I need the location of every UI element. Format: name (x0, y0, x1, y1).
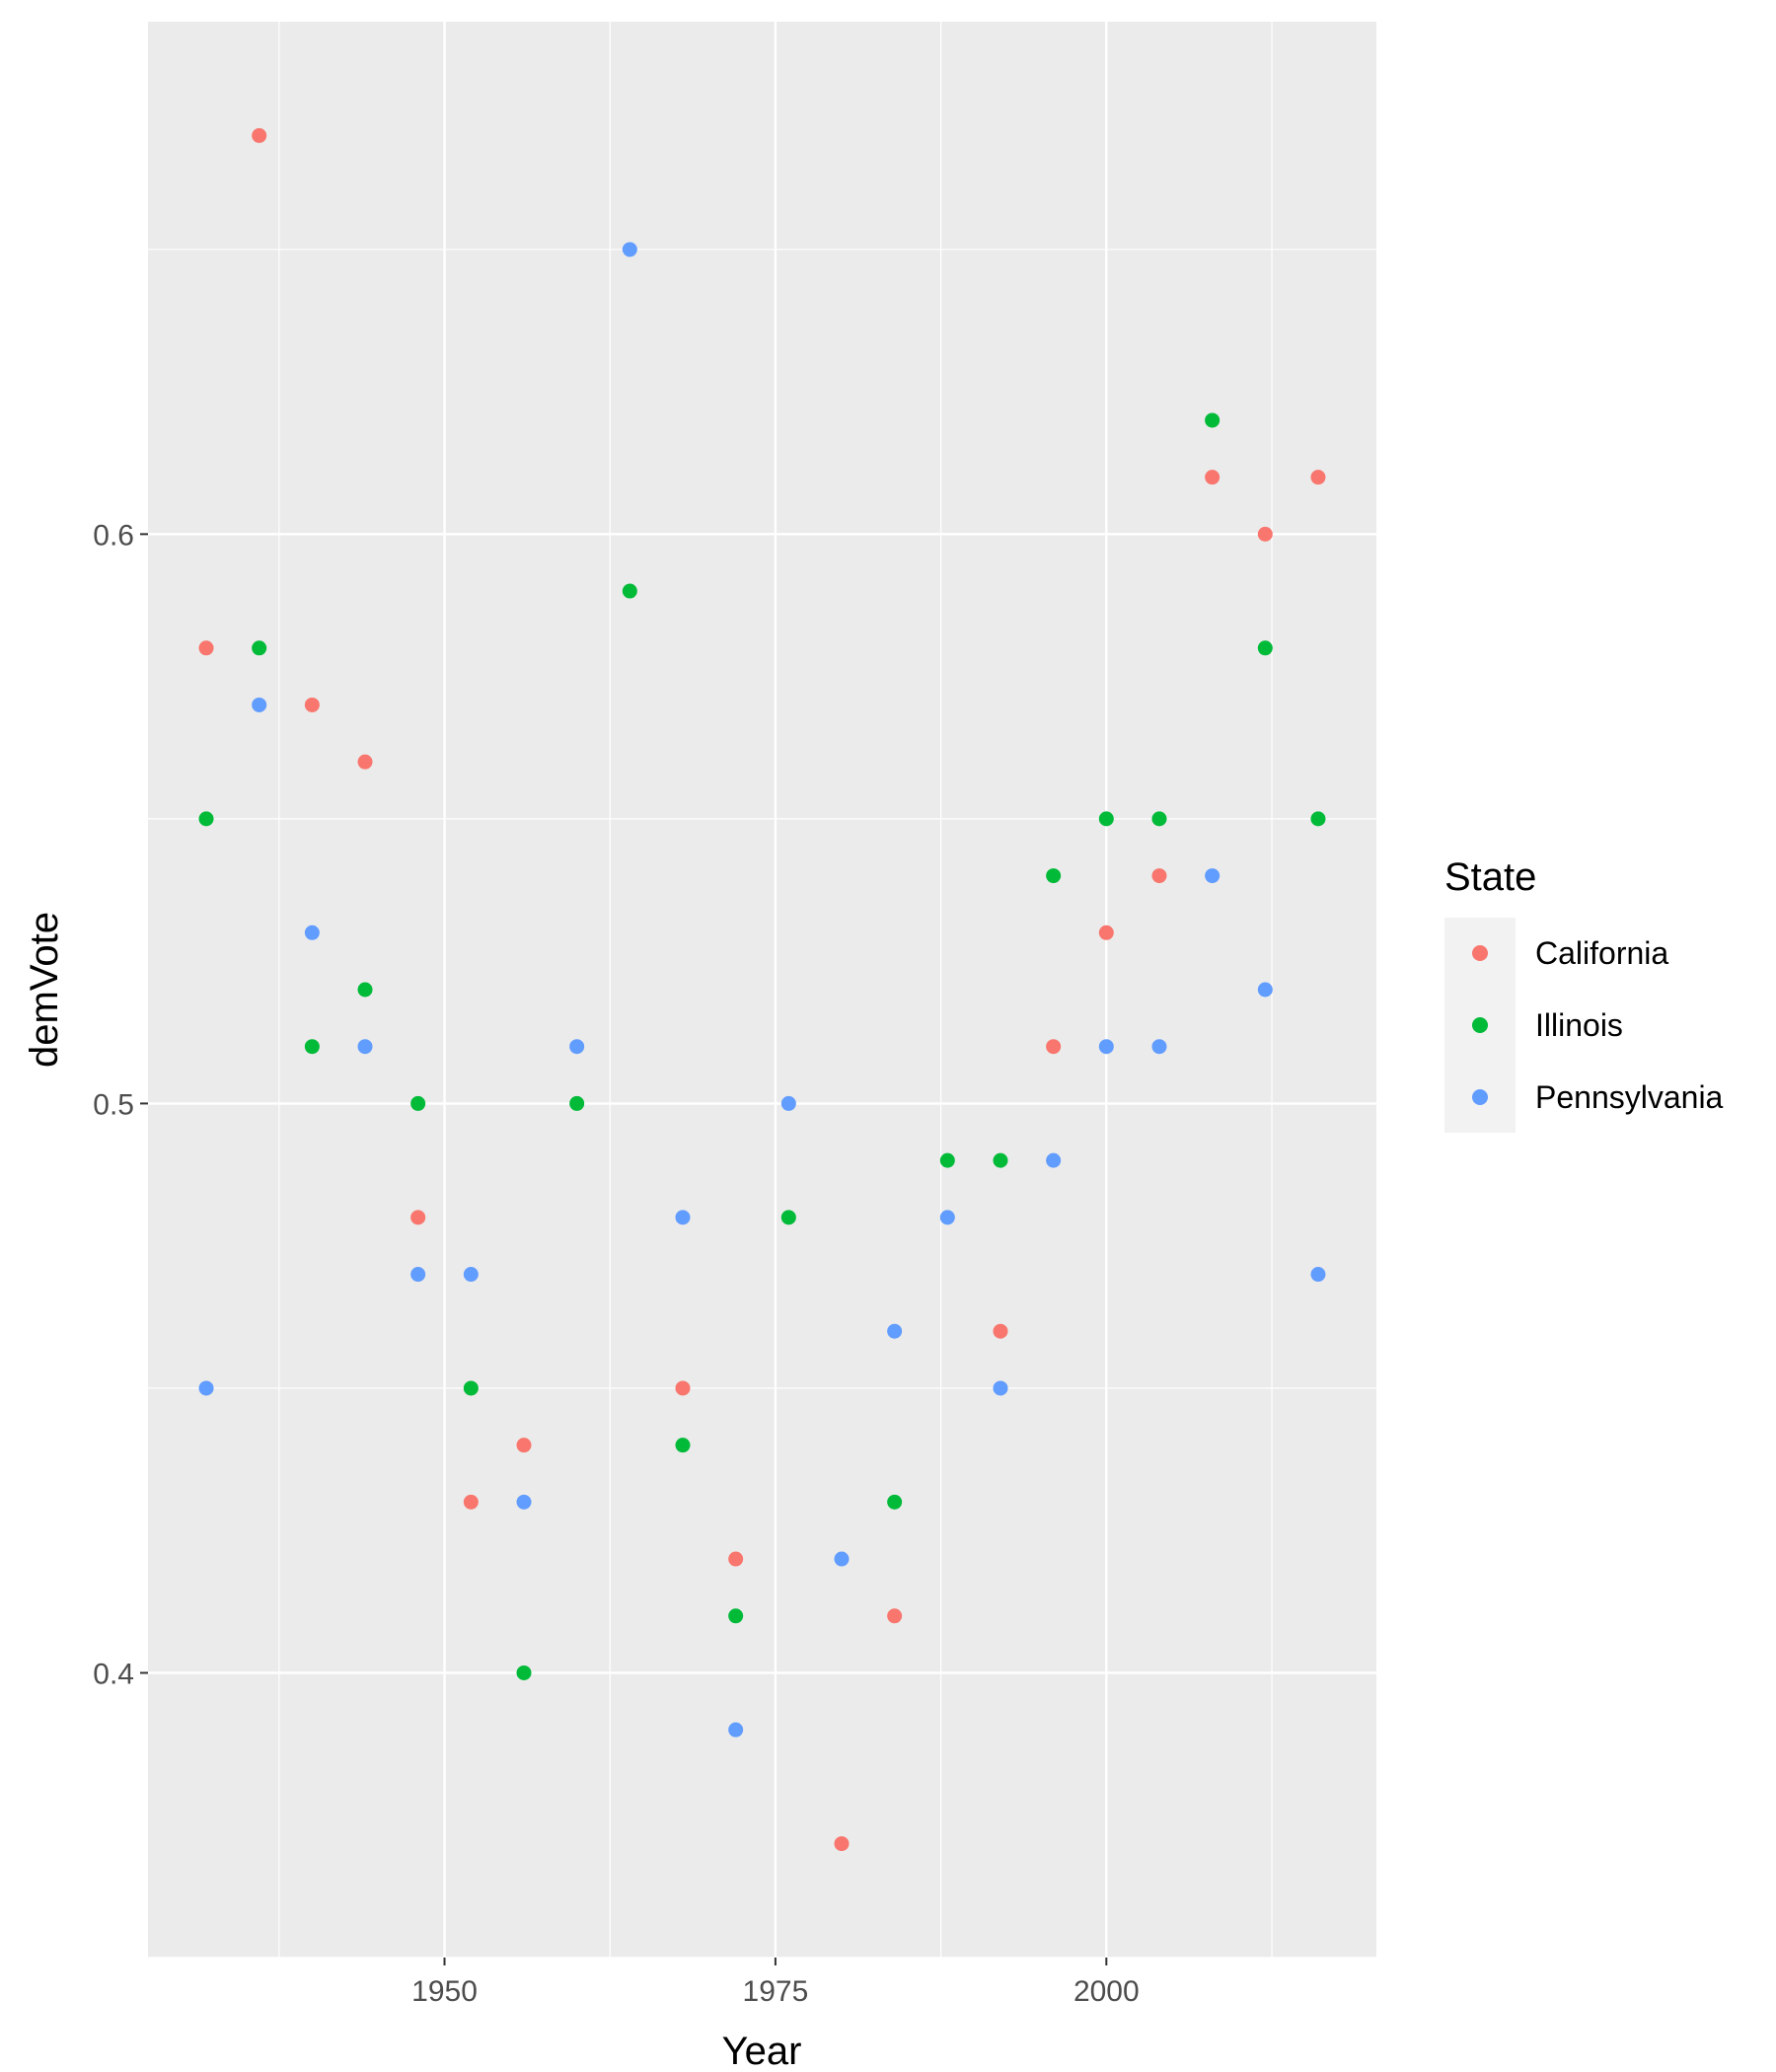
data-point-illinois (993, 1152, 1008, 1168)
legend-key-pennsylvania (1472, 1089, 1488, 1105)
data-point-california (887, 1608, 903, 1624)
data-point-pennsylvania (887, 1323, 903, 1339)
data-point-illinois (463, 1380, 479, 1396)
data-point-illinois (780, 1210, 796, 1225)
x-tick-label: 1975 (743, 1975, 809, 2008)
data-point-california (675, 1380, 691, 1396)
data-point-pennsylvania (1098, 1039, 1114, 1055)
data-point-illinois (1310, 811, 1326, 827)
data-point-pennsylvania (1151, 1039, 1167, 1055)
legend-items: California Illinois Pennsylvania (1472, 935, 1724, 1115)
data-point-pennsylvania (939, 1210, 955, 1225)
data-point-illinois (304, 1039, 320, 1055)
grid-minor (148, 22, 1376, 1959)
data-point-pennsylvania (516, 1494, 532, 1510)
data-point-california (304, 697, 320, 712)
y-tick-label: 0.5 (93, 1088, 134, 1121)
data-point-california (728, 1551, 744, 1567)
data-point-illinois (516, 1665, 532, 1680)
data-point-pennsylvania (993, 1380, 1008, 1396)
data-point-illinois (728, 1608, 744, 1624)
data-point-california (1046, 1039, 1062, 1055)
data-point-pennsylvania (728, 1722, 744, 1738)
data-point-pennsylvania (198, 1380, 214, 1396)
data-point-california (1098, 925, 1114, 940)
data-point-pennsylvania (252, 697, 267, 712)
data-point-pennsylvania (357, 1039, 373, 1055)
data-point-california (357, 754, 373, 770)
y-tick-label: 0.4 (93, 1658, 134, 1690)
data-point-pennsylvania (622, 242, 637, 258)
data-point-pennsylvania (569, 1039, 585, 1055)
data-point-california (516, 1438, 532, 1453)
data-point-illinois (887, 1494, 903, 1510)
data-point-pennsylvania (304, 925, 320, 940)
data-point-california (410, 1210, 426, 1225)
y-tick-label: 0.6 (93, 519, 134, 552)
data-point-pennsylvania (1257, 982, 1273, 998)
data-point-illinois (1257, 640, 1273, 656)
data-point-pennsylvania (834, 1551, 850, 1567)
data-point-california (1257, 526, 1273, 542)
data-point-california (993, 1323, 1008, 1339)
y-axis-title: demVote (23, 912, 66, 1068)
data-point-illinois (1205, 412, 1221, 428)
data-points (198, 127, 1326, 1852)
data-point-california (1151, 868, 1167, 884)
data-point-illinois (1098, 811, 1114, 827)
data-point-pennsylvania (780, 1095, 796, 1111)
data-point-illinois (1046, 868, 1062, 884)
data-point-illinois (1151, 811, 1167, 827)
data-point-pennsylvania (1310, 1267, 1326, 1283)
data-point-pennsylvania (1205, 868, 1221, 884)
legend-label-california: California (1535, 935, 1668, 971)
data-point-pennsylvania (1046, 1152, 1062, 1168)
legend-label-pennsylvania: Pennsylvania (1535, 1079, 1724, 1115)
data-point-california (252, 127, 267, 143)
data-point-pennsylvania (675, 1210, 691, 1225)
legend-title: State (1444, 855, 1536, 899)
x-tick-label: 2000 (1073, 1975, 1140, 2008)
data-point-illinois (622, 583, 637, 599)
legend-key-illinois (1472, 1017, 1488, 1033)
legend: State California Illinois Pennsylvania (1444, 855, 1724, 1133)
data-point-california (1310, 470, 1326, 485)
legend-label-illinois: Illinois (1535, 1007, 1623, 1043)
data-point-illinois (569, 1095, 585, 1111)
axes: 1950 1975 2000 0.4 0.5 0.6 (93, 519, 1139, 2008)
data-point-illinois (939, 1152, 955, 1168)
data-point-pennsylvania (463, 1267, 479, 1283)
data-point-illinois (198, 811, 214, 827)
data-point-california (463, 1494, 479, 1510)
x-axis-title: Year (722, 2030, 802, 2072)
data-point-illinois (410, 1095, 426, 1111)
legend-key-california (1472, 945, 1488, 961)
data-point-illinois (357, 982, 373, 998)
x-tick-label: 1950 (411, 1975, 478, 2008)
data-point-illinois (675, 1438, 691, 1453)
grid-major (148, 22, 1376, 1958)
data-point-california (834, 1836, 850, 1852)
data-point-california (198, 640, 214, 656)
plot-panel (148, 22, 1376, 1958)
data-point-illinois (252, 640, 267, 656)
data-point-california (1205, 470, 1221, 485)
data-point-pennsylvania (410, 1267, 426, 1283)
